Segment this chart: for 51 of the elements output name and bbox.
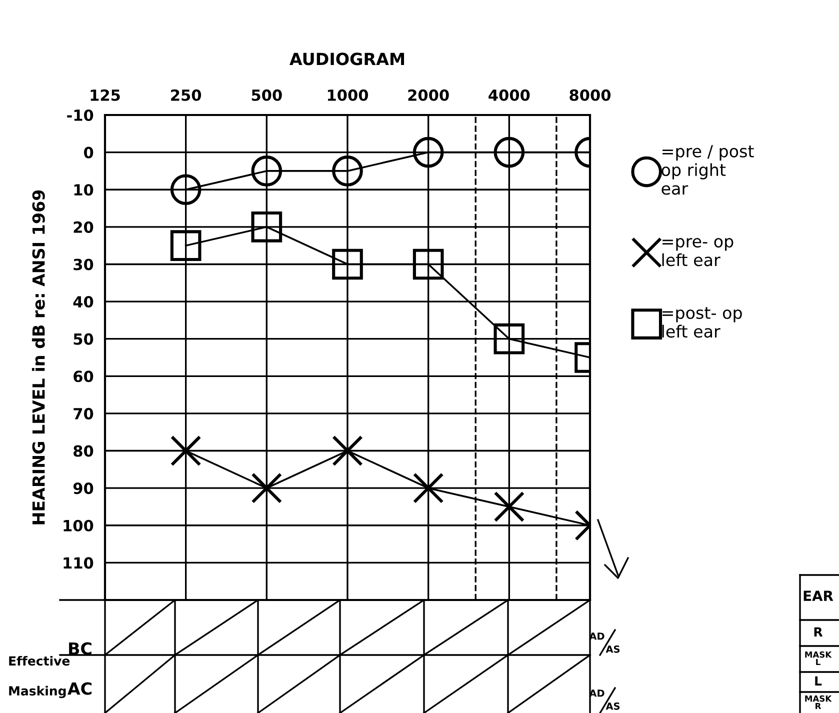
text: AS <box>606 702 620 710</box>
text: Masking <box>9 686 66 698</box>
y-tick-label: 50 <box>74 333 94 345</box>
point <box>494 323 525 354</box>
x-tick-label: 4000 <box>488 89 530 101</box>
point <box>170 230 202 261</box>
text: L <box>815 676 822 686</box>
y-tick-label: 0 <box>84 146 94 158</box>
point <box>494 491 525 522</box>
legend-label: =pre / post op right ear <box>662 145 754 195</box>
point <box>412 248 444 280</box>
point <box>170 174 202 206</box>
text: Effective <box>9 656 70 666</box>
legend-label: =post- op left ear <box>662 307 742 338</box>
point <box>251 156 282 186</box>
y-tick-label: 30 <box>74 258 94 270</box>
point <box>332 156 363 186</box>
legend-label: =pre- op left ear <box>662 238 734 266</box>
chart-title: AUDIOGRAM <box>290 52 404 66</box>
point <box>412 472 444 504</box>
point <box>251 472 282 504</box>
point <box>494 136 525 168</box>
text: MASK R <box>805 695 832 710</box>
y-tick-label: -10 <box>67 109 94 122</box>
text: EAR <box>804 590 834 601</box>
y-axis-title: HEARING LEVEL in dB re: ANSI 1969 <box>32 190 45 524</box>
text: AS <box>606 645 620 653</box>
point <box>332 248 363 280</box>
y-tick-label: 60 <box>74 370 94 382</box>
x-tick-label: 500 <box>252 89 282 101</box>
text: AC <box>68 682 92 695</box>
x-tick-label: 250 <box>171 89 202 101</box>
y-tick-label: 100 <box>64 520 94 532</box>
x-tick-label: 125 <box>90 89 120 101</box>
point <box>412 136 444 168</box>
point <box>332 435 363 466</box>
y-tick-label: 10 <box>74 184 94 196</box>
y-tick-label: 90 <box>73 482 94 494</box>
text: R <box>814 627 823 636</box>
point <box>170 435 202 466</box>
text: BC <box>69 642 92 655</box>
point <box>251 212 282 242</box>
x-tick-label: 8000 <box>570 89 611 101</box>
y-tick-label: 110 <box>64 557 94 569</box>
y-tick-label: 80 <box>74 445 94 457</box>
text: MASK L <box>805 651 832 666</box>
y-tick-label: 40 <box>73 296 94 308</box>
x-tick-label: 1000 <box>328 89 368 101</box>
x-tick-label: 2000 <box>408 89 449 101</box>
y-tick-label: 70 <box>74 408 94 420</box>
y-tick-label: 20 <box>74 221 94 233</box>
